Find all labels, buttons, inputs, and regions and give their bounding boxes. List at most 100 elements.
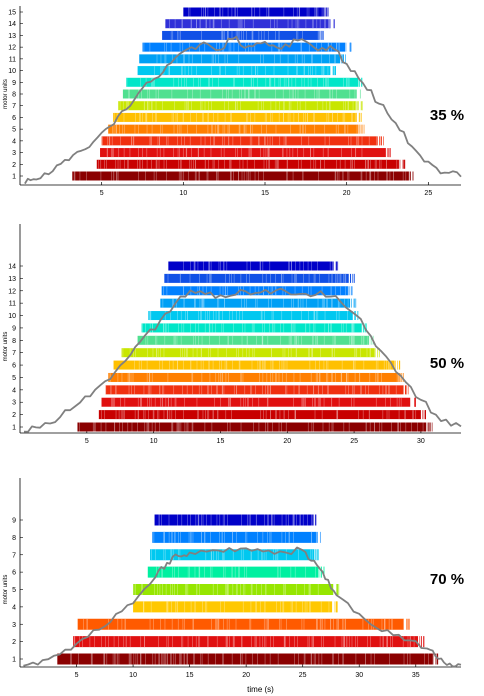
motor-unit-6-spikes	[147, 566, 325, 578]
spike-train-bar	[133, 601, 333, 613]
spike-train-bar	[96, 159, 399, 169]
spike-train-bar	[100, 148, 386, 158]
y-axis-label: motor units	[3, 575, 9, 605]
motor-unit-label: 9	[12, 80, 16, 87]
motor-unit-label: 11	[9, 56, 16, 63]
motor-unit-11-spikes	[160, 298, 357, 308]
spike-train-bar	[137, 335, 368, 345]
motor-unit-3-spikes	[77, 618, 410, 630]
motor-unit-label: 7	[12, 103, 16, 110]
motor-unit-label: 1	[12, 174, 16, 181]
spike-train-bar	[126, 77, 359, 87]
x-tick-label: 30	[417, 438, 425, 445]
motor-unit-label: 12	[8, 45, 16, 52]
spike-train-bar	[183, 7, 324, 17]
spike-train-bar	[133, 584, 334, 595]
motor-unit-label: 7	[12, 350, 16, 357]
y-axis-label: motor units	[3, 332, 9, 362]
motor-unit-label: 14	[8, 264, 16, 271]
motor-unit-label: 8	[12, 535, 16, 542]
motor-unit-label: 1	[12, 425, 16, 432]
x-tick-label: 35	[412, 672, 420, 679]
motor-unit-1-spikes	[72, 171, 414, 181]
motor-unit-label: 10	[8, 313, 16, 320]
spike-train-bar	[162, 30, 319, 40]
spike-train-bar	[122, 89, 355, 99]
motor-unit-label: 8	[12, 92, 16, 99]
motor-unit-label: 2	[12, 162, 16, 169]
x-tick-label: 10	[150, 438, 158, 445]
x-tick-label: 20	[242, 672, 250, 679]
motor-unit-label: 2	[12, 639, 16, 646]
motor-unit-label: 9	[12, 518, 16, 525]
spike-train-bar	[152, 531, 316, 543]
motor-unit-label: 4	[12, 138, 16, 145]
x-tick-label: 25	[424, 190, 432, 197]
motor-unit-3-spikes	[100, 148, 391, 158]
motor-unit-5-spikes	[108, 372, 404, 382]
x-axis-label: time (s)	[247, 685, 274, 694]
motor-unit-1-spikes	[77, 422, 433, 432]
x-tick-label: 5	[100, 190, 104, 197]
motor-unit-label: 4	[12, 604, 16, 611]
motor-unit-label: 13	[8, 33, 16, 40]
motor-unit-label: 3	[12, 400, 16, 407]
motor-unit-label: 3	[12, 622, 16, 629]
motor-unit-9-spikes	[141, 323, 367, 333]
spike-train-bar	[101, 136, 378, 146]
spike-train-bar	[164, 273, 349, 283]
motor-unit-label: 4	[12, 387, 16, 394]
force-level-label: 70 %	[430, 571, 464, 588]
spike-train-bar	[150, 549, 314, 561]
motor-unit-7-spikes	[121, 348, 380, 358]
spike-train-bar	[161, 286, 348, 296]
x-tick-label: 5	[85, 438, 89, 445]
spike-train-bar	[77, 618, 404, 630]
spike-train-bar	[154, 514, 312, 526]
spike-train-bar	[141, 323, 363, 333]
spike-train-bar	[139, 54, 341, 64]
force-trace-line	[23, 546, 462, 668]
force-trace-line	[24, 35, 462, 185]
motor-unit-2-spikes	[98, 410, 426, 420]
motor-unit-8-spikes	[152, 531, 321, 543]
spike-train-bar	[108, 124, 359, 134]
motor-unit-4-spikes	[133, 601, 338, 613]
motor-unit-6-spikes	[113, 360, 401, 370]
motor-unit-label: 14	[8, 21, 16, 28]
motor-unit-label: 6	[12, 570, 16, 577]
motor-unit-11-spikes	[139, 54, 346, 64]
motor-unit-2-spikes	[96, 159, 406, 169]
x-tick-label: 25	[299, 672, 307, 679]
x-tick-label: 15	[261, 190, 269, 197]
x-tick-label: 20	[343, 190, 351, 197]
motor-unit-label: 1	[12, 657, 16, 664]
spike-train-bar	[165, 19, 329, 29]
motor-unit-3-spikes	[101, 397, 416, 407]
motor-unit-10-spikes	[137, 66, 336, 76]
y-axis-label: motor units	[3, 79, 9, 109]
x-tick-label: 10	[179, 190, 187, 197]
motor-unit-12-spikes	[161, 286, 353, 296]
motor-unit-9-spikes	[126, 77, 363, 87]
x-tick-label: 25	[350, 438, 358, 445]
motor-unit-2-spikes	[73, 636, 425, 648]
motor-unit-8-spikes	[122, 89, 361, 99]
motor-unit-4-spikes	[105, 385, 409, 395]
motor-unit-8-spikes	[137, 335, 374, 345]
spike-train-bar	[148, 311, 353, 321]
motor-unit-1-spikes	[57, 653, 439, 665]
spike-train-bar	[121, 348, 375, 358]
spike-train-bar	[108, 372, 399, 382]
motor-unit-15-spikes	[183, 7, 329, 17]
motor-unit-7-spikes	[118, 101, 363, 111]
motor-unit-label: 5	[12, 375, 16, 382]
motor-unit-10-spikes	[148, 311, 359, 321]
raster-panel-3: 5 10 15 20 25 30 35 motor units 1 2 3 4 5 6 7 8 9 70 % tim…	[3, 478, 464, 694]
motor-unit-13-spikes	[164, 273, 355, 283]
motor-unit-label: 10	[8, 68, 16, 75]
motor-unit-label: 9	[12, 325, 16, 332]
